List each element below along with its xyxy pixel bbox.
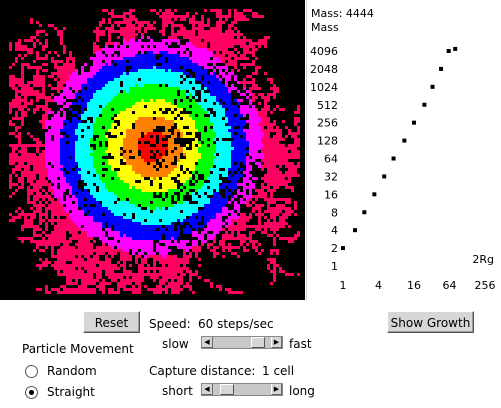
capture-distance-value: 1 cell: [262, 364, 295, 378]
y-tick-label: 4096: [310, 45, 338, 58]
data-point: [430, 84, 435, 89]
speed-slow-label: slow: [162, 337, 189, 351]
data-point: [353, 228, 358, 233]
speed-decrease-arrow-icon[interactable]: ◀: [202, 337, 213, 348]
particle-movement-label: Particle Movement: [22, 342, 134, 356]
chart-title: Mass: 4444: [311, 7, 374, 20]
data-point: [372, 192, 377, 197]
x-tick-label: 16: [407, 279, 421, 292]
data-point: [412, 120, 416, 125]
x-tick-label: 1: [340, 279, 347, 292]
y-tick-label: 1: [331, 260, 338, 273]
aggregate-cluster: [9, 9, 300, 294]
data-point: [382, 174, 387, 179]
y-tick-label: 1024: [310, 81, 338, 94]
data-point: [439, 66, 444, 71]
speed-slider[interactable]: ◀ ▶: [201, 336, 283, 349]
y-axis-label: Mass: [311, 21, 339, 34]
capture-long-label: long: [289, 384, 315, 398]
random-label: Random: [47, 364, 97, 378]
data-point: [391, 156, 396, 161]
straight-radio-dot: [29, 390, 34, 395]
capture-slider-thumb[interactable]: [220, 384, 234, 395]
y-tick-label: 128: [317, 135, 338, 148]
aggregate-drawing: [9, 9, 300, 294]
y-tick-label: 32: [324, 170, 338, 183]
data-point: [453, 46, 458, 51]
speed-label: Speed:: [149, 317, 191, 331]
capture-distance-slider[interactable]: ◀ ▶: [201, 383, 283, 396]
straight-label: Straight: [47, 385, 95, 399]
speed-value: 60 steps/sec: [198, 317, 274, 331]
x-axis-label: 2Rg: [472, 253, 494, 266]
data-point: [362, 210, 367, 215]
y-tick-label: 256: [317, 117, 338, 130]
random-radio[interactable]: [25, 365, 38, 378]
data-point: [341, 246, 345, 251]
x-tick-label: 4: [375, 279, 382, 292]
data-point: [402, 138, 407, 143]
y-tick-label: 8: [331, 206, 338, 219]
capture-distance-label: Capture distance:: [149, 364, 256, 378]
y-tick-label: 512: [317, 99, 338, 112]
speed-increase-arrow-icon[interactable]: ▶: [271, 337, 282, 348]
data-point: [446, 49, 451, 53]
capture-short-label: short: [162, 384, 193, 398]
capture-increase-arrow-icon[interactable]: ▶: [271, 384, 282, 395]
y-tick-label: 64: [324, 153, 338, 166]
y-tick-label: 4: [331, 224, 338, 237]
y-tick-label: 16: [324, 188, 338, 201]
reset-button[interactable]: Reset: [83, 311, 140, 333]
x-tick-label: 256: [475, 279, 496, 292]
mass-chart-panel: Mass: 4444 Mass 1 2 4 8 16 32 64 128 256 512 1024 204…: [306, 0, 501, 300]
data-point: [422, 102, 427, 107]
speed-fast-label: fast: [289, 337, 312, 351]
speed-slider-thumb[interactable]: [251, 337, 265, 348]
aggregate-canvas: [0, 0, 305, 300]
straight-radio[interactable]: [25, 386, 38, 399]
capture-decrease-arrow-icon[interactable]: ◀: [202, 384, 213, 395]
show-growth-button[interactable]: Show Growth: [387, 311, 474, 333]
x-tick-label: 64: [443, 279, 457, 292]
y-tick-label: 2048: [310, 63, 338, 76]
y-tick-label: 2: [331, 242, 338, 255]
